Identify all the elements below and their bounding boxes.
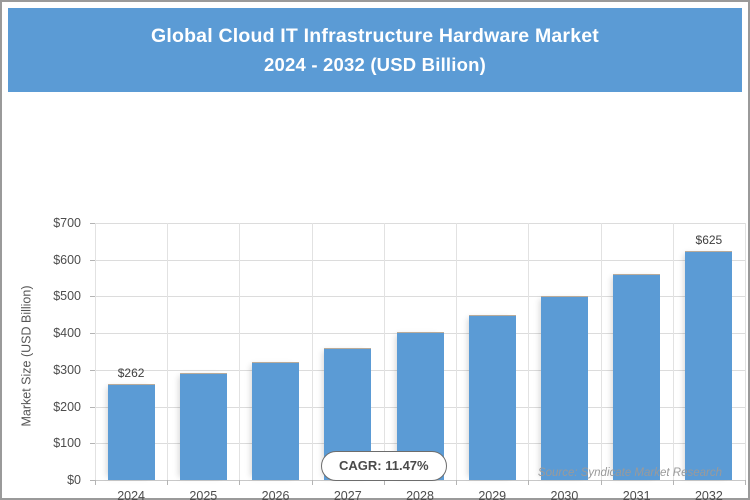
x-gridline (528, 223, 529, 480)
y-tick-label: $400 (53, 326, 81, 341)
bar-2032[interactable] (685, 250, 733, 480)
y-gridline (95, 259, 745, 261)
x-gridline (456, 223, 457, 480)
y-tick-mark (90, 259, 95, 261)
chart-title-line-1: Global Cloud IT Infrastructure Hardware … (150, 25, 600, 48)
bar-2030[interactable] (540, 296, 588, 480)
y-tick-label: $600 (53, 252, 81, 267)
x-tick-mark (528, 480, 529, 485)
y-tick-mark (90, 480, 95, 481)
bar-2025[interactable] (179, 372, 227, 480)
plot-canvas: $0 $100 $200 $300 $400 $500 $600 $700 $262 2024 20… (53, 216, 746, 500)
bar-2024[interactable] (107, 383, 155, 480)
x-tick-mark (673, 480, 674, 485)
x-tick-mark (384, 480, 385, 485)
x-tick-mark (239, 480, 240, 485)
x-tick-label-2027: 2027 (333, 489, 362, 500)
x-gridline (673, 223, 674, 480)
x-gridline (95, 223, 96, 480)
y-tick-label: $100 (53, 436, 81, 451)
x-tick-label-2026: 2026 (261, 489, 290, 500)
x-tick-mark (745, 480, 746, 485)
y-tick-label: $500 (53, 289, 81, 304)
bar-2031[interactable] (613, 274, 661, 480)
y-tick-label: $200 (53, 399, 81, 414)
x-tick-label-2024: 2024 (117, 489, 146, 500)
x-tick-label-2028: 2028 (406, 489, 434, 500)
x-gridline (239, 223, 240, 480)
y-tick-mark (90, 333, 95, 335)
x-tick-label-2029: 2029 (478, 489, 507, 500)
x-tick-label-2031: 2031 (622, 489, 651, 500)
bar-2029[interactable] (468, 314, 516, 480)
x-tick-label-2032: 2032 (694, 489, 723, 500)
x-tick-mark (95, 480, 96, 485)
chart-plot-region: Market Size (USD Billion) $0 $100 $200 $300… (8, 98, 746, 500)
y-tick-label: $700 (53, 216, 81, 230)
x-gridline (384, 223, 385, 480)
bar-value-label-2032: $625 (695, 232, 723, 247)
y-tick-mark (90, 369, 95, 371)
chart-title-line-2: 2024 - 2032 (USD Billion) (264, 53, 486, 75)
bar-2026[interactable] (252, 361, 300, 480)
bar-value-label-2024: $262 (117, 365, 145, 380)
x-tick-mark (167, 480, 168, 485)
x-gridline (312, 223, 313, 480)
y-tick-label: $300 (53, 362, 81, 377)
x-tick-mark (312, 480, 313, 485)
x-tick-label-2030: 2030 (550, 489, 579, 500)
cagr-badge: CAGR: 11.47% (321, 451, 447, 481)
x-tick-label-2025: 2025 (189, 489, 218, 500)
source-attribution: Source: Syndicate Market Research (537, 467, 722, 479)
y-gridline (95, 296, 745, 298)
y-tick-mark (90, 406, 95, 408)
y-tick-mark (90, 443, 95, 445)
chart-title-banner: Global Cloud IT Infrastructure Hardware … (8, 8, 742, 92)
y-gridline (95, 223, 745, 224)
y-tick-mark (90, 223, 95, 224)
x-gridline (601, 223, 602, 480)
y-tick-label: $0 (67, 473, 81, 487)
x-gridline (745, 223, 746, 480)
x-gridline (167, 223, 168, 480)
y-tick-mark (90, 296, 95, 298)
x-tick-mark (456, 480, 457, 485)
x-tick-mark (601, 480, 602, 485)
